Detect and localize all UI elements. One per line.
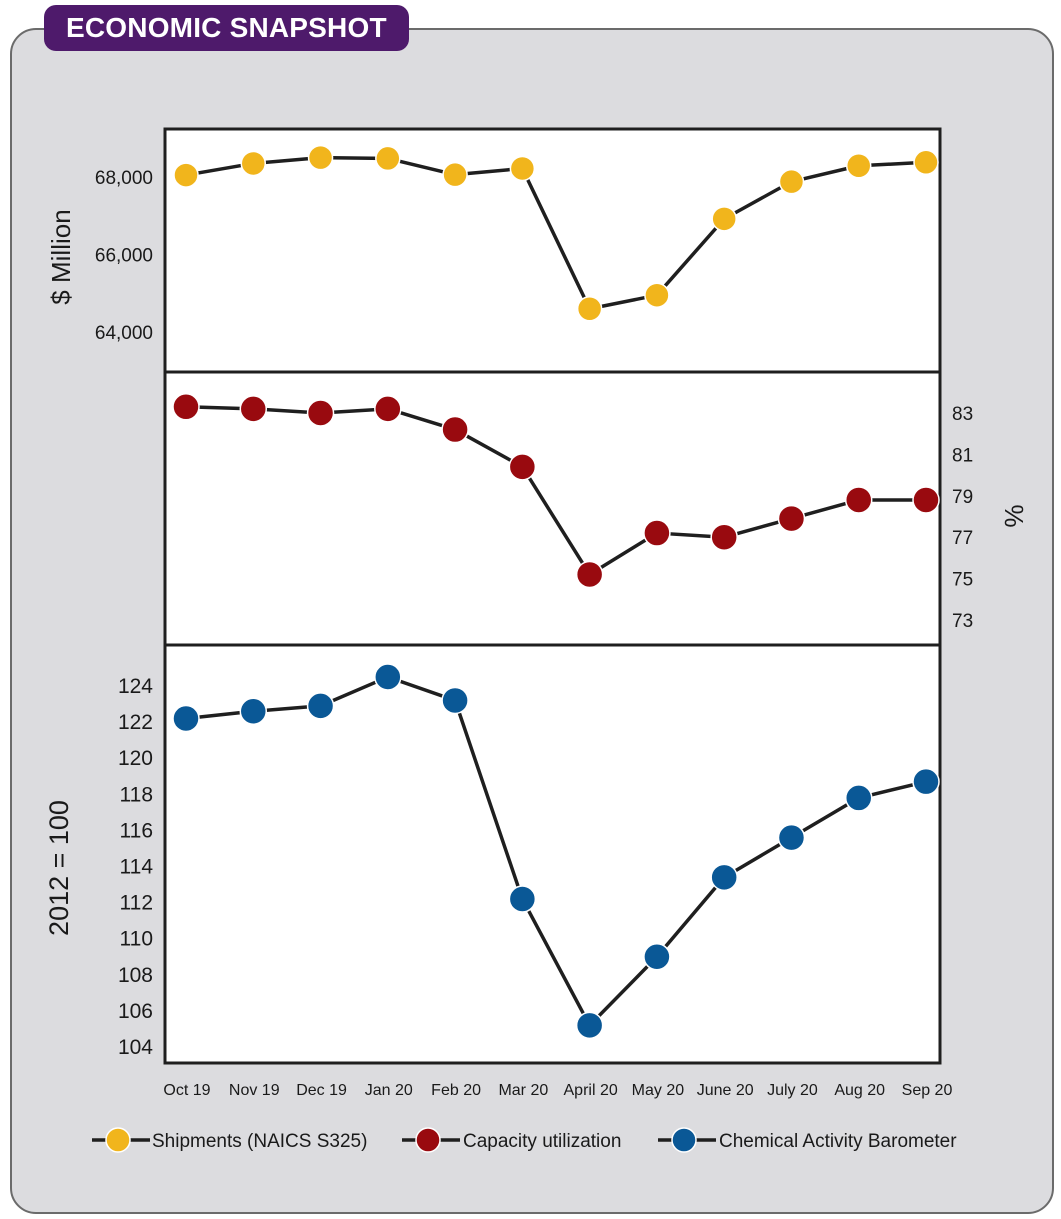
- y-tick-label: 83: [952, 404, 973, 425]
- legend-label: Capacity utilization: [463, 1131, 621, 1152]
- legend-marker: [671, 1127, 697, 1153]
- legend-marker: [105, 1127, 131, 1153]
- y-tick-label: 106: [118, 1000, 153, 1023]
- data-point: [240, 150, 267, 177]
- y-tick-label: 122: [118, 711, 153, 734]
- plot-area: [163, 127, 942, 1065]
- cab-series: [172, 663, 940, 1040]
- data-point: [912, 486, 940, 514]
- data-point: [575, 560, 604, 589]
- x-tick-label: Oct 19: [163, 1082, 210, 1099]
- data-point: [442, 161, 468, 188]
- data-point: [239, 395, 268, 423]
- x-tick-label: June 20: [697, 1082, 754, 1099]
- data-point: [375, 145, 401, 172]
- y-tick-label: 110: [120, 928, 153, 951]
- y-tick-label: 118: [120, 783, 153, 806]
- axes: 64,000 66,000 68,000 $ Million 73 75 77 79 81 83%…: [44, 168, 1029, 1059]
- x-tick-label: Aug 20: [834, 1082, 885, 1099]
- y-tick-label: 112: [120, 892, 153, 915]
- y-tick-label: 104: [118, 1036, 153, 1059]
- data-point: [509, 155, 536, 182]
- data-point: [644, 282, 670, 308]
- x-tick-label: July 20: [767, 1082, 818, 1099]
- y-tick-label: 108: [118, 964, 153, 987]
- data-point: [306, 692, 335, 720]
- legend: Shipments (NAICS S325) Capacity utilizati…: [92, 1127, 957, 1153]
- x-tick-label: Sep 20: [902, 1082, 953, 1099]
- data-point: [508, 453, 537, 481]
- data-point: [173, 162, 199, 188]
- y-tick-label: 81: [952, 445, 973, 466]
- data-point: [239, 697, 268, 726]
- legend-label: Shipments (NAICS S325): [152, 1131, 367, 1152]
- page-title: ECONOMIC SNAPSHOT: [44, 5, 409, 51]
- data-point: [643, 943, 671, 971]
- data-point: [913, 149, 939, 176]
- data-point: [777, 823, 806, 852]
- y-tick-label: 73: [952, 611, 973, 632]
- x-tick-label: May 20: [632, 1082, 685, 1099]
- data-point: [441, 686, 469, 715]
- data-point: [306, 399, 335, 427]
- legend-label: Chemical Activity Barometer: [719, 1131, 957, 1152]
- y-tick-label: 124: [118, 675, 153, 698]
- y-tick-label: 77: [952, 528, 973, 549]
- data-point: [575, 1011, 604, 1040]
- data-point: [508, 885, 537, 913]
- shipments-series: [173, 144, 939, 322]
- y-tick-label: 120: [118, 747, 153, 770]
- x-tick-label: April 20: [564, 1082, 618, 1099]
- data-point: [172, 704, 200, 733]
- y-tick-label: 114: [120, 856, 154, 879]
- y-axis-title: 2012 = 100: [44, 800, 74, 936]
- data-point: [844, 784, 873, 812]
- x-tick-label: Dec 19: [296, 1082, 347, 1099]
- y-tick-label: 79: [952, 487, 973, 508]
- panel-frames: [163, 127, 942, 1065]
- data-point: [711, 206, 737, 232]
- y-axis-title: $ Million: [46, 209, 76, 304]
- capacity-series: [172, 393, 940, 589]
- data-point: [912, 767, 940, 796]
- data-point: [844, 486, 873, 514]
- data-point: [845, 153, 872, 179]
- y-tick-label: 75: [952, 570, 973, 591]
- y-tick-label: 64,000: [95, 323, 153, 344]
- legend-marker: [415, 1127, 441, 1153]
- data-point: [643, 519, 671, 547]
- y-tick-label: 66,000: [95, 246, 153, 267]
- data-point: [710, 863, 738, 892]
- y-tick-label: 68,000: [95, 168, 153, 189]
- data-point: [441, 415, 469, 444]
- data-point: [777, 504, 806, 533]
- data-point: [374, 663, 402, 691]
- x-tick-label: Mar 20: [498, 1082, 548, 1099]
- data-point: [576, 296, 603, 322]
- data-point: [374, 395, 402, 423]
- data-point: [172, 393, 200, 421]
- data-point: [307, 144, 334, 171]
- data-point: [778, 168, 805, 195]
- x-axis: Oct 19 Nov 19 Dec 19 Jan 20 Feb 20 Mar 20 Apri…: [163, 1082, 952, 1099]
- y-axis-title: %: [999, 504, 1029, 527]
- x-tick-label: Feb 20: [431, 1082, 481, 1099]
- x-tick-label: Jan 20: [365, 1082, 413, 1099]
- data-point: [710, 523, 738, 551]
- x-tick-label: Nov 19: [229, 1082, 280, 1099]
- y-tick-label: 116: [120, 819, 153, 842]
